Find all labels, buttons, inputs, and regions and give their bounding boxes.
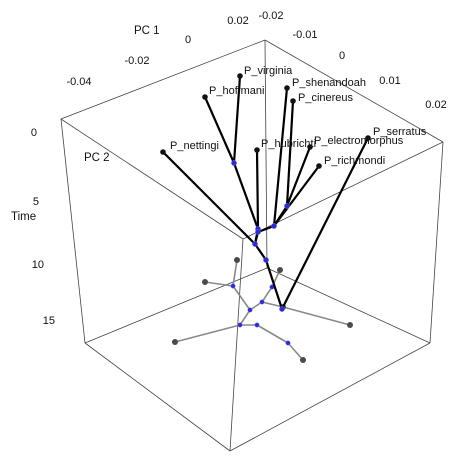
internal-node [252,241,258,247]
box-edge [229,342,431,452]
box-edge [84,267,268,344]
internal-node [271,223,277,229]
projected-internal-node [285,340,291,346]
tip-node-p_nettingi [160,149,166,155]
axis-ticks: -0.04 -0.02 0 0.02 -0.02 -0.01 0 0.01 0.02 0 5 10 15 [31,10,447,327]
y-tick-label: 0.01 [379,75,400,87]
internal-node [263,257,269,263]
projected-tip-node [347,322,353,328]
box-edge [60,118,244,240]
box-edge [84,342,231,452]
tree-branch [232,75,242,164]
x-tick-label: 0.02 [227,15,248,27]
projected-branch [287,342,304,361]
projected-internal-node [247,307,253,313]
tip-label-p_virginia: P_virginia [244,65,293,77]
internal-node [231,160,237,166]
projected-branch [239,309,251,326]
tree-branch [264,259,284,310]
projected-internal-node [259,299,265,305]
tip-label-p_richmondi: P_richmondi [324,155,385,167]
y-tick-label: -0.02 [258,10,283,22]
tree-branch [285,100,295,207]
projected-tree [172,257,353,363]
box-edge [264,39,444,143]
tip-label-p_cinereus: P_cinereus [298,92,354,104]
z-axis-title: Time [11,211,36,223]
tree-branch [255,149,260,230]
projected-branch [204,281,234,287]
tree-branch [273,165,320,227]
projected-branch [261,301,284,308]
box-edge [60,39,266,120]
projected-tip-node [202,279,208,285]
tree-branch [272,87,289,227]
x-tick-label: -0.04 [66,76,91,88]
box-edge [229,238,244,452]
tree-branch [162,151,256,245]
tip-label-p_hubrichti: P_hubrichti [261,138,316,150]
tip-label-p_hoffmani: P_hoffmani [209,85,264,97]
tip-label-p_electromorphus: P_electromorphus [314,135,404,147]
tip-node-p_hoffmani [202,94,208,100]
tip-node-p_electromorphus [307,144,313,150]
projected-tip-node [172,339,178,345]
z-tick-label: 5 [33,196,39,208]
phylogeny-tree: P_virginia P_hoffmani P_shenandoah P_cinere… [160,65,427,312]
tip-label-p_shenandoah: P_shenandoah [292,77,366,89]
projected-branch [261,286,273,303]
projected-internal-node [237,322,243,328]
box-edge [429,141,444,344]
z-tick-label: 0 [31,127,37,139]
projected-internal-node [230,283,236,289]
box-edge [60,118,86,344]
tip-node-p_virginia [237,73,243,79]
projected-branch [174,324,241,343]
tip-node-p_richmondi [316,163,322,169]
projected-branch [232,285,251,311]
tip-label-p_serratus: P_serratus [373,126,427,138]
y-tick-label: -0.01 [292,29,317,41]
y-axis-title: PC 2 [84,152,110,164]
projected-branch [232,259,238,287]
internal-node [255,229,261,235]
x-tick-label: 0 [185,34,191,46]
tree-branch [203,96,236,164]
bounding-box [60,39,444,452]
x-axis-title: PC 1 [134,25,160,37]
projected-tip-node [277,267,283,273]
x-tick-label: -0.02 [124,55,149,67]
internal-node [279,306,285,312]
z-tick-label: 10 [32,259,44,271]
y-tick-label: 0.02 [425,99,446,111]
tree-branch [285,146,312,207]
tip-label-p_nettingi: P_nettingi [170,140,219,152]
projected-internal-node [254,322,260,328]
projected-tip-node [300,357,306,363]
tip-node-p_serratus [365,135,371,141]
projected-branch [282,306,351,326]
tip-node-p_hubrichti [254,147,260,153]
box-edge [264,39,268,269]
tip-node-p_cinereus [290,98,296,104]
tree-branch [254,243,267,261]
y-tick-label: 0 [339,50,345,62]
box-edge [266,267,431,344]
projected-branch [256,324,289,344]
z-tick-label: 15 [43,315,55,327]
tip-node-p_shenandoah [284,85,290,91]
tree-branch [232,162,260,230]
projected-tip-node [234,257,240,263]
internal-node [284,203,290,209]
tree-branch [281,137,369,310]
